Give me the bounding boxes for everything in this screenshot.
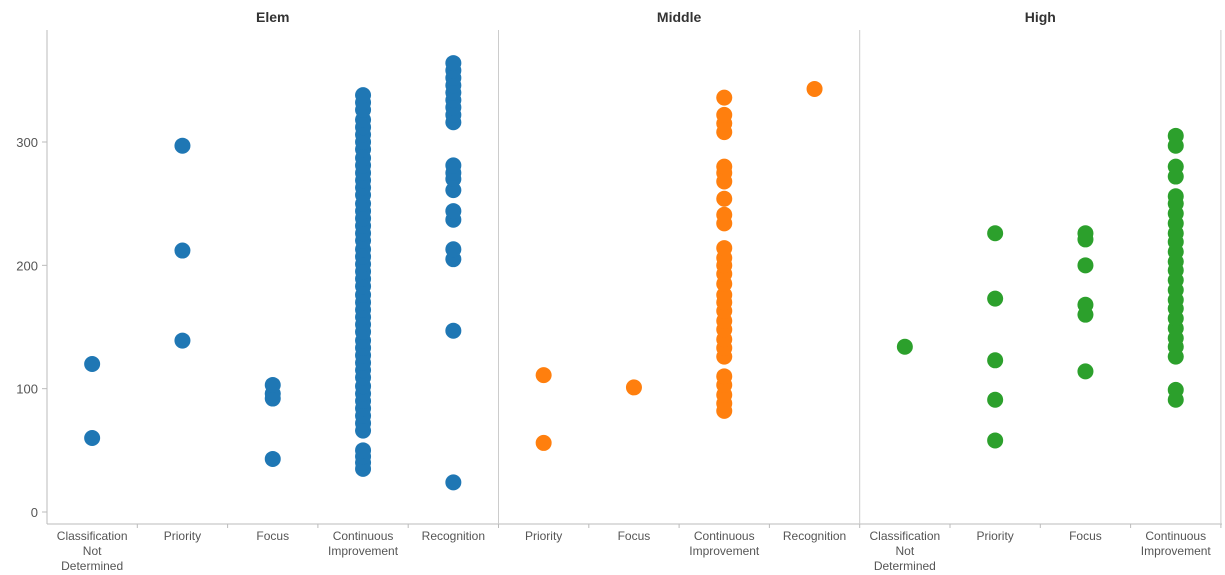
data-point (445, 474, 462, 491)
data-point (987, 225, 1004, 242)
data-point (445, 157, 462, 174)
data-point (174, 332, 191, 349)
y-tick-label: 300 (16, 135, 38, 150)
data-point (716, 190, 733, 207)
data-point (355, 442, 372, 459)
data-point (355, 87, 372, 104)
y-tick-label: 100 (16, 382, 38, 397)
category-label-line: Improvement (689, 544, 760, 558)
data-point (1167, 158, 1184, 175)
data-point (445, 241, 462, 258)
data-point (445, 203, 462, 220)
data-point (625, 379, 642, 396)
data-point (716, 286, 733, 303)
category-label: Priority (525, 529, 562, 543)
data-point (535, 434, 552, 451)
data-point (1167, 127, 1184, 144)
category-label: Focus (256, 529, 289, 543)
facet-title: Elem (256, 9, 289, 25)
category-label-line: Continuous (694, 529, 755, 543)
data-point (1167, 381, 1184, 398)
category-label-line: Determined (61, 559, 123, 573)
data-point (1077, 225, 1094, 242)
data-point (264, 376, 281, 393)
data-point (716, 206, 733, 223)
data-point (445, 182, 462, 199)
data-point (806, 80, 823, 97)
y-tick-label: 200 (16, 258, 38, 273)
category-label: Recognition (422, 529, 485, 543)
category-label-line: Recognition (422, 529, 485, 543)
category-label-line: Classification (869, 529, 940, 543)
category-label-line: Determined (874, 559, 936, 573)
y-tick-label: 0 (31, 505, 38, 520)
category-label: Recognition (783, 529, 846, 543)
category-label: Priority (976, 529, 1013, 543)
data-point (716, 106, 733, 123)
data-point (896, 338, 913, 355)
category-label-line: Focus (256, 529, 289, 543)
data-point (1167, 188, 1184, 205)
category-label-line: Priority (164, 529, 201, 543)
data-point (987, 290, 1004, 307)
facet-title: High (1025, 9, 1056, 25)
data-point (716, 368, 733, 385)
category-label-line: Focus (1069, 529, 1102, 543)
category-label-line: Priority (976, 529, 1013, 543)
data-point (716, 158, 733, 175)
category-label-line: Improvement (1141, 544, 1212, 558)
data-point (445, 322, 462, 339)
data-point (174, 242, 191, 259)
data-point (987, 432, 1004, 449)
category-label: Classification Not Determined (57, 529, 128, 573)
data-point (716, 240, 733, 257)
data-point (1077, 363, 1094, 380)
data-point (1077, 296, 1094, 313)
data-point (264, 450, 281, 467)
category-label-line: Continuous (1145, 529, 1206, 543)
category-label-line: Continuous (333, 529, 394, 543)
category-label-line: Not (896, 544, 915, 558)
category-label-line: Recognition (783, 529, 846, 543)
category-label-line: Not (83, 544, 102, 558)
category-label-line: Classification (57, 529, 128, 543)
category-label: Continuous Improvement (1141, 529, 1212, 558)
data-point (987, 391, 1004, 408)
data-point (535, 367, 552, 384)
category-label-line: Focus (618, 529, 651, 543)
category-label: Focus (1069, 529, 1102, 543)
data-point (445, 55, 462, 72)
category-label: Classification Not Determined (869, 529, 940, 573)
category-label-line: Priority (525, 529, 562, 543)
data-point (987, 352, 1004, 369)
category-label: Continuous Improvement (689, 529, 760, 558)
category-label: Priority (164, 529, 201, 543)
category-label-line: Improvement (328, 544, 399, 558)
data-point (84, 356, 101, 372)
facet-title: Middle (657, 9, 702, 25)
data-point (1077, 257, 1094, 274)
category-label: Focus (618, 529, 651, 543)
data-point (174, 137, 191, 154)
data-point (716, 89, 733, 106)
category-label: Continuous Improvement (328, 529, 399, 558)
data-point (84, 430, 101, 446)
